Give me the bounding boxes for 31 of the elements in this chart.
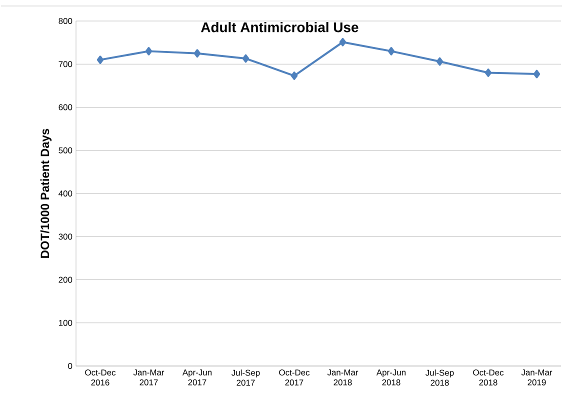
point (388, 47, 395, 56)
y-tick-label: 600 (58, 104, 72, 110)
point (339, 38, 346, 46)
x-tick-label: Jan-Mar 2019 (521, 370, 552, 386)
y-tick-label: 500 (58, 147, 72, 154)
point (194, 49, 201, 58)
point (436, 57, 444, 66)
y-tick-label: 800 (58, 18, 72, 24)
x-tick-label: Jul-Sep 2018 (426, 370, 454, 386)
y-tick-label: 300 (58, 234, 72, 240)
y-tick-label: 700 (58, 61, 72, 68)
y-tick-label: 200 (58, 276, 72, 283)
y-tick-label: 0 (68, 363, 72, 369)
x-tick-label: Apr-Jun 2017 (182, 370, 212, 386)
x-tick-label: Oct-Dec 2017 (279, 370, 310, 386)
chart-title: Adult Antimicrobial Use (201, 22, 358, 32)
point (533, 70, 540, 78)
x-tick-label: Oct-Dec 2016 (85, 370, 116, 386)
x-tick-label: Apr-Jun 2018 (376, 370, 406, 386)
x-tick-label: Jan-Mar 2018 (327, 370, 358, 386)
y-tick-label: 100 (58, 320, 72, 326)
x-tick-label: Oct-Dec 2018 (473, 370, 504, 386)
point (290, 72, 298, 80)
y-tick-label: 400 (58, 190, 72, 196)
x-tick-label: Jul-Sep 2017 (232, 370, 260, 386)
x-tick-label: Jan-Mar 2017 (133, 370, 164, 386)
point (145, 47, 152, 56)
point (484, 68, 492, 77)
point (242, 54, 250, 63)
y-axis-title: DOT/1000 Patient Days (40, 128, 52, 258)
point (96, 56, 104, 64)
